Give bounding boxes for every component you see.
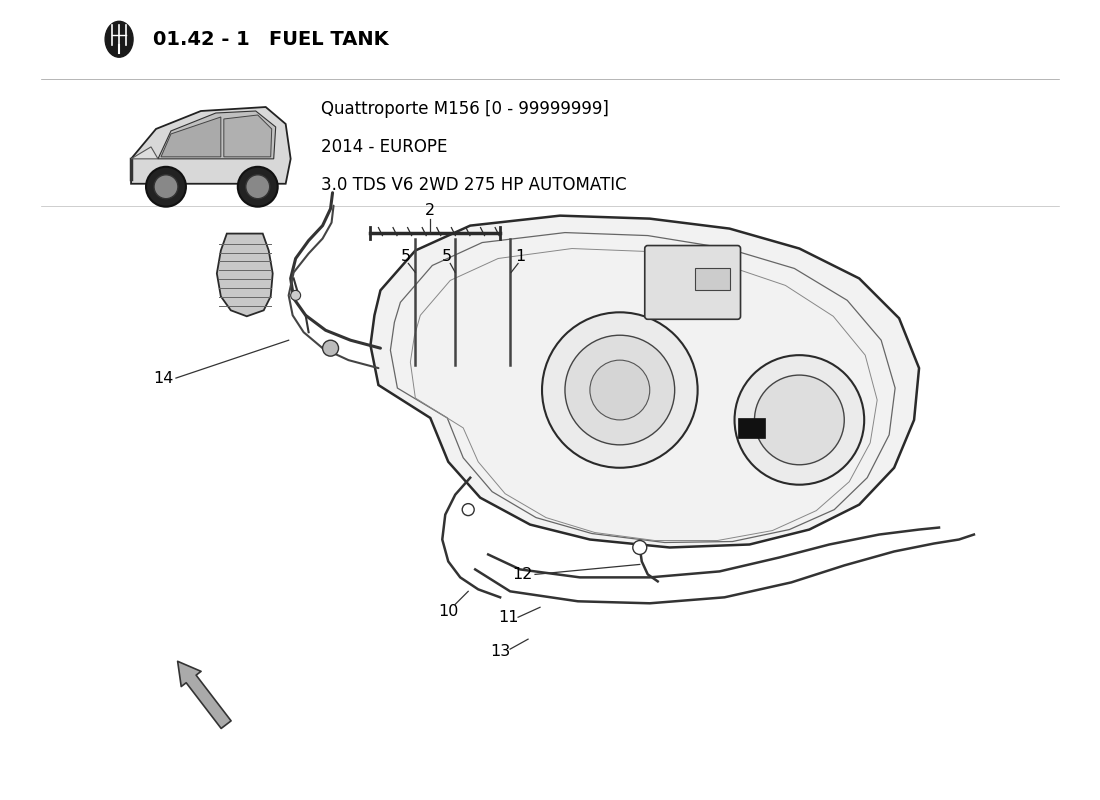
Text: 10: 10 [438, 604, 459, 618]
Text: 12: 12 [512, 567, 532, 582]
Circle shape [238, 167, 277, 206]
Text: 11: 11 [498, 610, 518, 625]
Text: 5: 5 [442, 249, 452, 264]
Ellipse shape [106, 22, 133, 57]
Text: 14: 14 [153, 370, 173, 386]
Polygon shape [158, 111, 276, 159]
Circle shape [462, 504, 474, 515]
Text: 3.0 TDS V6 2WD 275 HP AUTOMATIC: 3.0 TDS V6 2WD 275 HP AUTOMATIC [320, 176, 626, 194]
Text: 2: 2 [426, 203, 436, 218]
Text: 01.42 - 1: 01.42 - 1 [153, 30, 250, 49]
Circle shape [154, 174, 178, 198]
Circle shape [290, 290, 300, 300]
Polygon shape [371, 216, 920, 547]
Polygon shape [131, 107, 290, 184]
Circle shape [565, 335, 674, 445]
FancyArrowPatch shape [177, 662, 231, 729]
Text: 1: 1 [515, 249, 525, 264]
Circle shape [245, 174, 270, 198]
Polygon shape [131, 147, 158, 159]
Text: 13: 13 [490, 644, 510, 658]
Text: 2014 - EUROPE: 2014 - EUROPE [320, 138, 447, 156]
Polygon shape [161, 117, 221, 157]
Circle shape [632, 541, 647, 554]
Circle shape [322, 340, 339, 356]
Circle shape [590, 360, 650, 420]
Bar [737, 418, 766, 438]
Polygon shape [223, 115, 272, 157]
Circle shape [542, 312, 697, 468]
Circle shape [735, 355, 865, 485]
FancyBboxPatch shape [645, 246, 740, 319]
Bar [694, 269, 729, 290]
Circle shape [755, 375, 845, 465]
Polygon shape [217, 234, 273, 316]
Circle shape [146, 167, 186, 206]
Text: FUEL TANK: FUEL TANK [268, 30, 388, 49]
Text: Quattroporte M156 [0 - 99999999]: Quattroporte M156 [0 - 99999999] [320, 100, 608, 118]
Text: 5: 5 [400, 249, 410, 264]
